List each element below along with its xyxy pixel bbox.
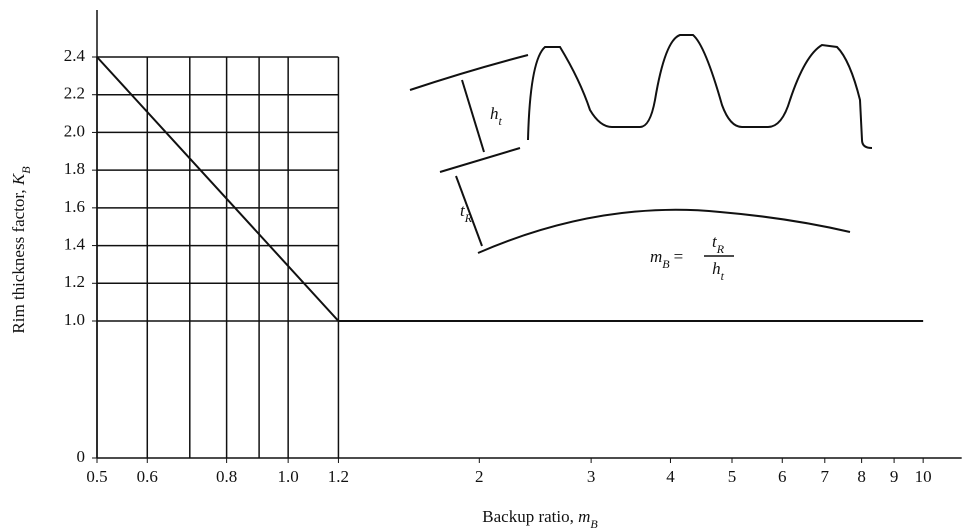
x-tick-label: 2 <box>475 467 484 486</box>
x-tick-label: 10 <box>915 467 932 486</box>
y-tick-label: 0 <box>77 447 86 466</box>
annotation-text: h <box>712 259 721 278</box>
y-tick-label: 2.0 <box>64 121 85 140</box>
x-tick-label: 0.6 <box>137 467 158 486</box>
y-tick-label: 1.6 <box>64 197 85 216</box>
x-tick-label: 0.8 <box>216 467 237 486</box>
x-label-symbol: m <box>578 507 590 526</box>
gear-diagram <box>409 34 873 254</box>
y-tick-label: 1.0 <box>64 310 85 329</box>
annotation-text: m <box>650 247 662 266</box>
x-tick-label: 7 <box>821 467 830 486</box>
x-tick-label: 8 <box>857 467 866 486</box>
x-tick-label: 4 <box>666 467 675 486</box>
y-tick-label: 2.2 <box>64 84 85 103</box>
y-axis-label: Rim thickness factor, KB <box>9 166 33 334</box>
annotation: tR <box>460 201 473 225</box>
x-label-text: Backup ratio, <box>482 507 578 526</box>
x-axis-label: Backup ratio, mB <box>482 507 598 531</box>
x-tick-label: 0.5 <box>86 467 107 486</box>
x-tick-label: 3 <box>587 467 596 486</box>
annotation-text: t <box>712 232 718 251</box>
annotation-sub: R <box>716 242 725 256</box>
y-tick-label: 2.4 <box>64 46 86 65</box>
annotation-denominator: ht <box>712 259 725 283</box>
x-tick-label: 6 <box>778 467 787 486</box>
annotation-sub: R <box>464 211 473 225</box>
annotation-text: t <box>460 201 466 220</box>
y-label-text: Rim thickness factor, <box>9 185 28 334</box>
annotation-sub: B <box>662 257 670 271</box>
x-tick-label: 9 <box>890 467 899 486</box>
y-tick-label: 1.2 <box>64 272 85 291</box>
y-label-sub: B <box>19 166 33 174</box>
y-label-symbol: K <box>9 172 28 186</box>
annotation-sub: t <box>499 114 503 128</box>
x-tick-label: 1.2 <box>328 467 349 486</box>
y-tick-label: 1.4 <box>64 234 86 253</box>
annotation-sub: t <box>721 269 725 283</box>
annotation-text: h <box>490 104 499 123</box>
x-tick-label: 1.0 <box>278 467 299 486</box>
annotation: ht <box>490 104 503 128</box>
annotation-numerator: tR <box>712 232 725 256</box>
x-tick-label: 5 <box>728 467 737 486</box>
annotation-eq: = <box>674 247 684 266</box>
y-tick-label: 1.8 <box>64 159 85 178</box>
annotation: mB = <box>650 247 683 271</box>
x-label-sub: B <box>590 517 598 531</box>
data-line <box>96 56 924 322</box>
